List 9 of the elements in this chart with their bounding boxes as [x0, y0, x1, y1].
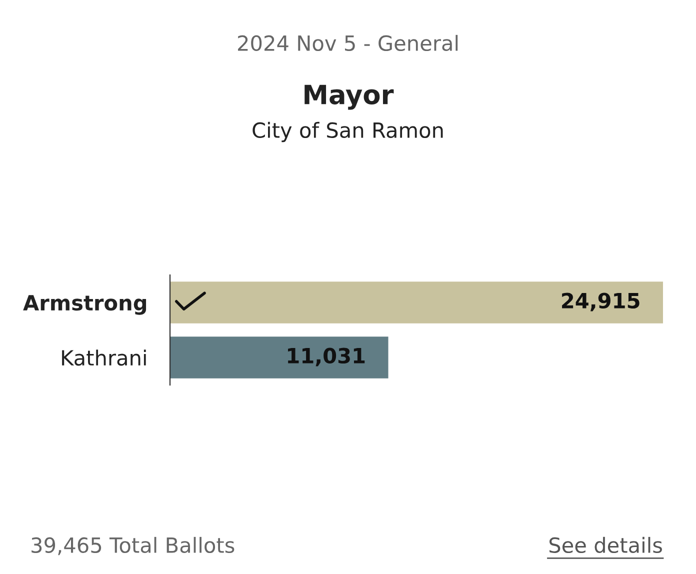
text: See details [549, 536, 662, 554]
data-label: 24,915 [562, 292, 640, 312]
y-tick-label: Kathrani [62, 350, 146, 366]
data-label: 11,031 [288, 348, 365, 366]
text: 39,465 Total Ballots [32, 536, 234, 556]
text: 2024 Nov 5 - General [238, 34, 458, 52]
chart-title: Mayor [304, 84, 394, 110]
y-tick-label: Armstrong [23, 295, 146, 315]
chart-subtitle: City of San Ramon [252, 122, 443, 142]
